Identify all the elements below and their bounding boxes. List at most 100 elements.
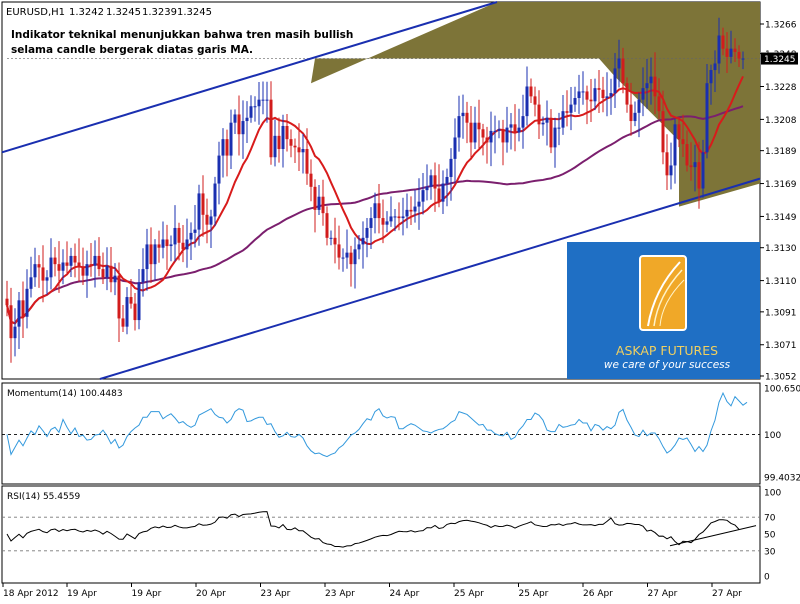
candle-body: [513, 124, 517, 133]
candle-body: [641, 88, 645, 100]
candle-body: [293, 145, 297, 148]
candle-body: [521, 116, 525, 128]
candle-body: [125, 297, 129, 327]
price-tick-label: 1.3189: [765, 147, 797, 157]
candle-body: [669, 165, 673, 176]
candle-body: [633, 112, 637, 122]
candle-body: [441, 183, 445, 202]
candle-body: [333, 237, 337, 245]
candle-body: [573, 98, 577, 105]
candle-body: [253, 106, 257, 108]
candle-body: [609, 93, 613, 97]
candle-body: [561, 111, 565, 128]
candle-body: [473, 122, 477, 143]
candle-body: [241, 121, 245, 135]
date-tick-label: 27 Apr: [712, 589, 742, 599]
candle-body: [649, 76, 653, 84]
candle-body: [577, 91, 581, 99]
candle-body: [317, 196, 321, 210]
candle-body: [729, 48, 733, 57]
candle-body: [285, 125, 289, 140]
logo-name: ASKAP FUTURES: [616, 343, 718, 358]
date-tick-label: 23 Apr: [261, 589, 291, 599]
momentum-tick-label: 100.6507: [764, 385, 800, 395]
candle-body: [597, 88, 601, 90]
candle-body: [113, 275, 117, 283]
candle-body: [677, 124, 681, 140]
candle-body: [621, 58, 625, 84]
candle-body: [721, 35, 725, 49]
close-value: 1.3245: [177, 7, 212, 18]
candle-body: [93, 255, 97, 266]
candle-body: [673, 124, 677, 166]
logo-emblem-icon: [639, 255, 687, 331]
candle-body: [661, 111, 665, 153]
candle-body: [657, 96, 661, 112]
candle-body: [53, 257, 57, 265]
candle-body: [313, 186, 317, 210]
candle-body: [469, 122, 473, 143]
candle-body: [81, 267, 85, 276]
candle-body: [9, 305, 13, 339]
candle-body: [97, 255, 101, 270]
candle-body: [565, 111, 569, 113]
candle-body: [297, 147, 301, 153]
candle-body: [549, 117, 553, 148]
candle-body: [533, 96, 537, 105]
candle-body: [689, 165, 693, 168]
candle-body: [229, 122, 233, 156]
candle-body: [41, 267, 45, 281]
candle-body: [321, 196, 325, 214]
rsi-trendline: [669, 525, 757, 547]
candle-body: [61, 262, 65, 271]
candle-body: [697, 162, 701, 189]
candle-body: [713, 63, 717, 71]
ma-fast-line: [6, 75, 744, 325]
price-tick-label: 1.3149: [765, 213, 797, 223]
date-tick-label: 25 Apr: [454, 589, 484, 599]
candle-body: [357, 244, 361, 250]
candle-body: [121, 318, 125, 327]
candle-body: [117, 275, 121, 319]
candle-body: [173, 227, 177, 245]
candle-body: [345, 252, 349, 258]
candle-body: [273, 135, 277, 158]
candle-body: [541, 122, 545, 125]
candle-body: [461, 112, 465, 117]
candle-body: [453, 137, 457, 159]
current-price-label: 1.3245: [764, 55, 796, 65]
candle-body: [389, 216, 393, 222]
candle-body: [85, 264, 89, 276]
candle-body: [233, 114, 237, 123]
candle-body: [101, 269, 105, 278]
candle-body: [69, 255, 73, 266]
logo-tagline: we care of your success: [604, 359, 731, 371]
candle-body: [13, 326, 17, 339]
candle-body: [457, 116, 461, 138]
candle-body: [417, 201, 421, 207]
candle-body: [637, 99, 641, 113]
candle-body: [505, 127, 509, 143]
candle-body: [433, 175, 437, 189]
candle-body: [129, 297, 133, 304]
candle-body: [409, 209, 413, 212]
rsi-tick-label: 50: [764, 531, 776, 541]
date-tick-label: 20 Apr: [196, 589, 226, 599]
candle-body: [385, 221, 389, 225]
rsi-tick-label: 0: [764, 573, 770, 583]
bullish-zone-top: [311, 2, 760, 84]
candle-body: [517, 127, 521, 133]
price-tick-label: 1.3091: [765, 308, 797, 318]
candle-body: [301, 149, 305, 153]
candle-body: [197, 193, 201, 230]
price-tick-label: 1.3130: [765, 244, 797, 254]
candle-body: [709, 70, 713, 84]
candle-body: [601, 89, 605, 99]
price-tick-label: 1.3052: [765, 373, 797, 383]
candle-body: [493, 130, 497, 132]
symbol-label: EURUSD,H1: [6, 7, 65, 18]
candle-body: [701, 152, 705, 189]
low-value: 1.3239: [142, 7, 177, 18]
candle-body: [165, 239, 169, 247]
candle-body: [29, 277, 33, 289]
